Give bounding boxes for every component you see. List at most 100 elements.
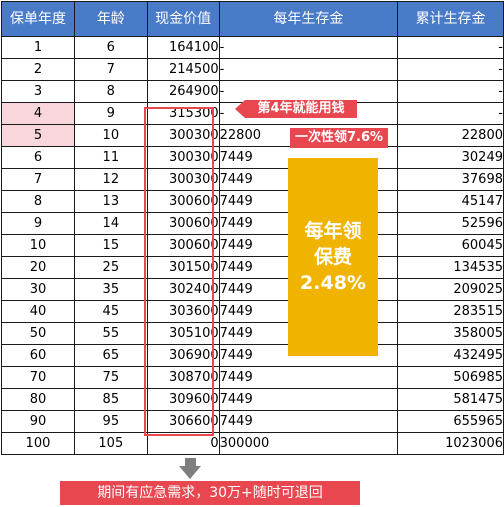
- table-row: 90 95 306600 7449 655965: [1, 410, 504, 433]
- year4-callout-arrow: [235, 100, 245, 118]
- cell-policy-year: 10: [1, 234, 75, 257]
- table-row: 60 65 306900 7449 432495: [1, 344, 504, 367]
- table-body: 1 6 164100- -2 7 214500- -3 8 264900- -4 9 315300- -…: [1, 36, 504, 455]
- cell-policy-year: 1: [1, 36, 75, 59]
- header-policy-year: 保单年度: [1, 1, 75, 37]
- cell-policy-year: 8: [1, 190, 75, 213]
- table-row: 50 55 305100 7449 358005: [1, 322, 504, 345]
- cell-cash-value: 300300: [146, 146, 220, 169]
- cell-cumulative-survival-benefit: -: [397, 102, 504, 125]
- cell-cumulative-survival-benefit: 358005: [397, 322, 504, 345]
- cell-policy-year: 30: [1, 278, 75, 301]
- cell-cumulative-survival-benefit: 283515: [397, 300, 504, 323]
- cell-cumulative-survival-benefit: 581475: [397, 388, 504, 411]
- cell-policy-year: 9: [1, 212, 75, 235]
- annual-rate-line2: 保费: [313, 246, 352, 268]
- cell-age: 105: [73, 432, 148, 455]
- cell-cash-value: 306600: [146, 410, 220, 433]
- cell-cash-value: 303600: [146, 300, 220, 323]
- cell-age: 10: [73, 124, 148, 147]
- table-row: 3 8 264900- -: [1, 80, 504, 103]
- cell-cash-value: 300300: [146, 124, 220, 147]
- cell-annual-survival-benefit: 7449: [218, 388, 399, 411]
- cell-cash-value: 264900: [146, 80, 220, 103]
- table-row: 5 10 300300 22800 22800: [1, 124, 504, 147]
- annual-rate-box: 每年领 保费 2.48%: [288, 158, 378, 356]
- cell-age: 11: [73, 146, 148, 169]
- table-row: 70 75 308700 7449 506985: [1, 366, 504, 389]
- cell-policy-year: 90: [1, 410, 75, 433]
- table-row: 30 35 302400 7449 209025: [1, 278, 504, 301]
- table-row: 80 85 309600 7449 581475: [1, 388, 504, 411]
- cell-cash-value: 315300: [146, 102, 220, 125]
- cell-age: 45: [73, 300, 148, 323]
- cell-policy-year: 40: [1, 300, 75, 323]
- cell-cash-value: 0: [146, 432, 220, 455]
- cell-cash-value: 309600: [146, 388, 220, 411]
- cell-cumulative-survival-benefit: 432495: [397, 344, 504, 367]
- table-header-row: 保单年度 年龄 现金价值 每年生存金 累计生存金: [1, 1, 504, 37]
- year4-callout: 第4年就能用钱: [245, 100, 357, 118]
- cell-age: 9: [73, 102, 148, 125]
- header-cumulative-survival-benefit: 累计生存金: [397, 1, 504, 37]
- cell-cumulative-survival-benefit: 52596: [397, 212, 504, 235]
- down-arrow-stem: [185, 458, 196, 468]
- cell-policy-year: 50: [1, 322, 75, 345]
- cell-cumulative-survival-benefit: 506985: [397, 366, 504, 389]
- table-row: 2 7 214500- -: [1, 58, 504, 81]
- cell-cash-value: 305100: [146, 322, 220, 345]
- cell-annual-survival-benefit: 300000: [218, 432, 399, 455]
- cell-policy-year: 6: [1, 146, 75, 169]
- cell-age: 95: [73, 410, 148, 433]
- cell-age: 6: [73, 36, 148, 59]
- cell-age: 85: [73, 388, 148, 411]
- cell-policy-year: 2: [1, 58, 75, 81]
- cell-cash-value: 300600: [146, 234, 220, 257]
- cell-policy-year: 7: [1, 168, 75, 191]
- benefit-table: 保单年度 年龄 现金价值 每年生存金 累计生存金 1 6 164100- -2 7 214…: [1, 1, 504, 455]
- cell-cumulative-survival-benefit: 60045: [397, 234, 504, 257]
- table-row: 1 6 164100- -: [1, 36, 504, 59]
- cell-cash-value: 300300: [146, 168, 220, 191]
- table-row: 7 12 300300 7449 37698: [1, 168, 504, 191]
- cell-cumulative-survival-benefit: 45147: [397, 190, 504, 213]
- cell-annual-survival-benefit: -: [218, 58, 399, 81]
- cell-policy-year: 70: [1, 366, 75, 389]
- lump-sum-callout: 一次性领7.6%: [290, 128, 388, 148]
- down-arrow-icon: [179, 466, 201, 479]
- cell-policy-year: 100: [1, 432, 75, 455]
- cell-age: 25: [73, 256, 148, 279]
- cell-annual-survival-benefit: -: [218, 36, 399, 59]
- cell-annual-survival-benefit: 7449: [218, 410, 399, 433]
- cell-cumulative-survival-benefit: -: [397, 36, 504, 59]
- cell-policy-year: 4: [1, 102, 75, 125]
- table-row: 100 105 0 300000 1023006: [1, 432, 504, 455]
- cell-age: 14: [73, 212, 148, 235]
- header-cash-value: 现金价值: [146, 1, 220, 37]
- cell-age: 75: [73, 366, 148, 389]
- cell-age: 65: [73, 344, 148, 367]
- cell-cumulative-survival-benefit: 37698: [397, 168, 504, 191]
- cell-cumulative-survival-benefit: 1023006: [397, 432, 504, 455]
- header-annual-survival-benefit: 每年生存金: [218, 1, 399, 37]
- cell-cash-value: 302400: [146, 278, 220, 301]
- cell-age: 35: [73, 278, 148, 301]
- cell-age: 15: [73, 234, 148, 257]
- cell-cumulative-survival-benefit: 655965: [397, 410, 504, 433]
- cell-policy-year: 3: [1, 80, 75, 103]
- annual-rate-line1: 每年领: [304, 220, 362, 242]
- cell-policy-year: 5: [1, 124, 75, 147]
- cell-policy-year: 60: [1, 344, 75, 367]
- header-age: 年龄: [73, 1, 148, 37]
- cell-cash-value: 164100: [146, 36, 220, 59]
- annual-rate-line3: 2.48%: [300, 272, 366, 294]
- cell-age: 12: [73, 168, 148, 191]
- table-row: 10 15 300600 7449 60045: [1, 234, 504, 257]
- emergency-note: 期间有应急需求，30万+随时可退回: [60, 481, 360, 505]
- cell-cumulative-survival-benefit: 134535: [397, 256, 504, 279]
- table-row: 6 11 300300 7449 30249: [1, 146, 504, 169]
- cell-cumulative-survival-benefit: -: [397, 58, 504, 81]
- cell-cumulative-survival-benefit: 209025: [397, 278, 504, 301]
- table-row: 9 14 300600 7449 52596: [1, 212, 504, 235]
- cell-cumulative-survival-benefit: -: [397, 80, 504, 103]
